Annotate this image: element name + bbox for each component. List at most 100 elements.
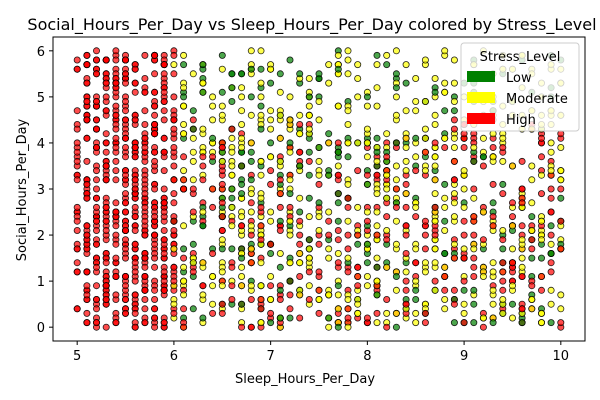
point-high [315,180,323,188]
point-high [160,226,168,234]
point-low [209,134,217,142]
point-high [83,319,91,327]
point-low [315,199,323,207]
point-moderate [305,282,313,290]
point-high [73,268,81,276]
point-high [131,277,139,285]
point-high [499,277,507,285]
point-high [402,203,410,211]
point-moderate [209,300,217,308]
point-low [247,65,255,73]
point-moderate [528,176,536,184]
point-moderate [218,282,226,290]
point-high [470,263,478,271]
x-tick-label: 8 [363,349,371,364]
point-high [141,190,149,198]
point-moderate [325,254,333,262]
point-moderate [238,272,246,280]
point-high [141,319,149,327]
point-moderate [180,130,188,138]
point-high [344,268,352,276]
point-high [93,70,101,78]
point-high [122,295,130,303]
point-high [276,176,284,184]
point-high [73,56,81,64]
point-moderate [257,79,265,87]
point-high [557,130,565,138]
point-high [73,203,81,211]
point-moderate [305,245,313,253]
point-high [247,295,255,303]
point-moderate [412,153,420,161]
point-moderate [180,222,188,230]
point-high [286,291,294,299]
point-low [267,319,275,327]
point-high [247,199,255,207]
point-high [363,171,371,179]
point-high [267,167,275,175]
point-low [276,286,284,294]
point-moderate [450,240,458,248]
point-moderate [363,102,371,110]
point-high [102,148,110,156]
point-moderate [450,199,458,207]
point-moderate [557,291,565,299]
point-moderate [450,79,458,87]
point-high [344,203,352,211]
point-moderate [228,148,236,156]
point-low [218,51,226,59]
point-moderate [392,286,400,294]
point-high [189,185,197,193]
point-moderate [354,75,362,83]
point-high [93,240,101,248]
point-high [218,199,226,207]
point-moderate [315,157,323,165]
point-high [160,236,168,244]
point-high [112,125,120,133]
point-moderate [325,61,333,69]
point-high [470,272,478,280]
point-moderate [557,176,565,184]
point-moderate [325,245,333,253]
point-low [334,323,342,331]
point-moderate [479,314,487,322]
point-high [305,268,313,276]
point-high [228,263,236,271]
point-moderate [557,143,565,151]
point-high [344,314,352,322]
point-moderate [199,125,207,133]
point-moderate [344,323,352,331]
point-high [102,226,110,234]
point-low [286,56,294,64]
point-high [402,231,410,239]
point-moderate [238,213,246,221]
point-moderate [334,51,342,59]
point-high [189,268,197,276]
point-moderate [247,282,255,290]
point-high [170,116,178,124]
point-moderate [267,295,275,303]
point-high [170,277,178,285]
point-high [209,309,217,317]
point-low [189,240,197,248]
point-high [421,231,429,239]
point-moderate [441,194,449,202]
point-low [412,134,420,142]
point-high [131,323,139,331]
point-high [83,98,91,106]
point-low [189,125,197,133]
point-moderate [431,176,439,184]
point-high [160,249,168,257]
point-moderate [518,263,526,271]
point-high [518,199,526,207]
point-high [131,143,139,151]
point-high [421,319,429,327]
point-high [112,208,120,216]
point-high [170,162,178,170]
point-moderate [547,300,555,308]
point-high [257,222,265,230]
point-high [122,236,130,244]
point-high [131,79,139,87]
point-high [73,226,81,234]
point-moderate [305,111,313,119]
